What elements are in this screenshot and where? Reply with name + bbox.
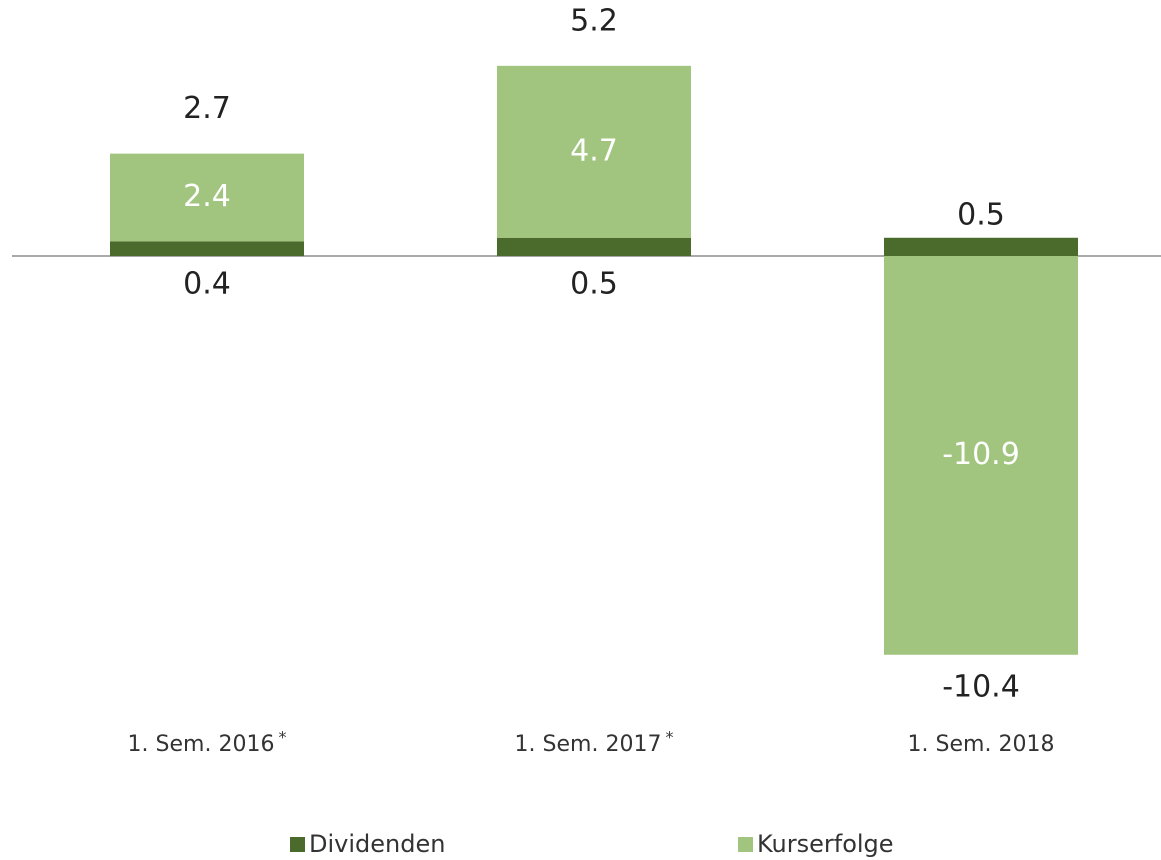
- bar-segment: [110, 153, 304, 242]
- bar-segment: [497, 237, 691, 257]
- bar-segment: [884, 256, 1078, 655]
- footnote-mark: *: [665, 728, 673, 747]
- data-label: 2.4: [183, 179, 231, 214]
- bar-segment: [110, 241, 304, 257]
- data-label: 4.7: [570, 133, 618, 168]
- data-label: 0.4: [183, 267, 231, 302]
- x-tick-label: 1. Sem. 2017: [515, 732, 662, 757]
- bar-segment: [497, 65, 691, 238]
- data-label: 0.5: [957, 197, 1005, 232]
- legend-label: Dividenden: [309, 830, 445, 858]
- data-label: 0.5: [570, 267, 618, 302]
- legend-swatch: [738, 837, 753, 852]
- legend-label: Kurserfolge: [757, 830, 894, 858]
- bar-segment: [884, 237, 1078, 257]
- x-tick-label: 1. Sem. 2016: [128, 732, 275, 757]
- total-label: -10.4: [942, 669, 1020, 704]
- legend-swatch: [290, 837, 305, 852]
- data-label: -10.9: [942, 437, 1020, 472]
- total-label: 2.7: [183, 91, 231, 126]
- footnote-mark: *: [278, 728, 286, 747]
- x-tick-label: 1. Sem. 2018: [908, 732, 1055, 757]
- total-label: 5.2: [570, 3, 618, 38]
